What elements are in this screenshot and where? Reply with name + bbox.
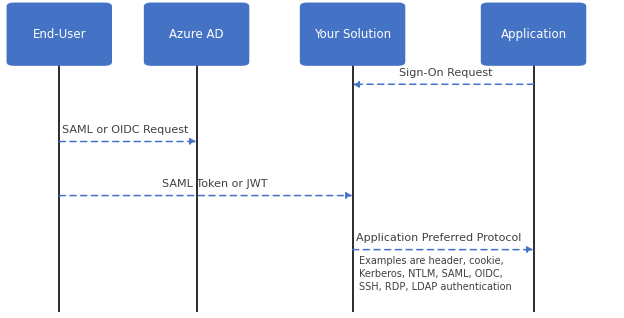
Text: Application Preferred Protocol: Application Preferred Protocol xyxy=(356,233,521,243)
Text: Your Solution: Your Solution xyxy=(314,28,391,41)
FancyBboxPatch shape xyxy=(7,3,112,66)
FancyBboxPatch shape xyxy=(480,3,587,66)
Text: End-User: End-User xyxy=(32,28,86,41)
Text: Application: Application xyxy=(500,28,567,41)
Text: SAML or OIDC Request: SAML or OIDC Request xyxy=(62,125,189,135)
Text: Examples are header, cookie,
Kerberos, NTLM, SAML, OIDC,
SSH, RDP, LDAP authenti: Examples are header, cookie, Kerberos, N… xyxy=(359,256,512,292)
Text: Azure AD: Azure AD xyxy=(169,28,224,41)
FancyBboxPatch shape xyxy=(144,3,249,66)
Text: SAML Token or JWT: SAML Token or JWT xyxy=(162,179,268,189)
FancyBboxPatch shape xyxy=(300,3,405,66)
Text: Sign-On Request: Sign-On Request xyxy=(399,68,493,78)
